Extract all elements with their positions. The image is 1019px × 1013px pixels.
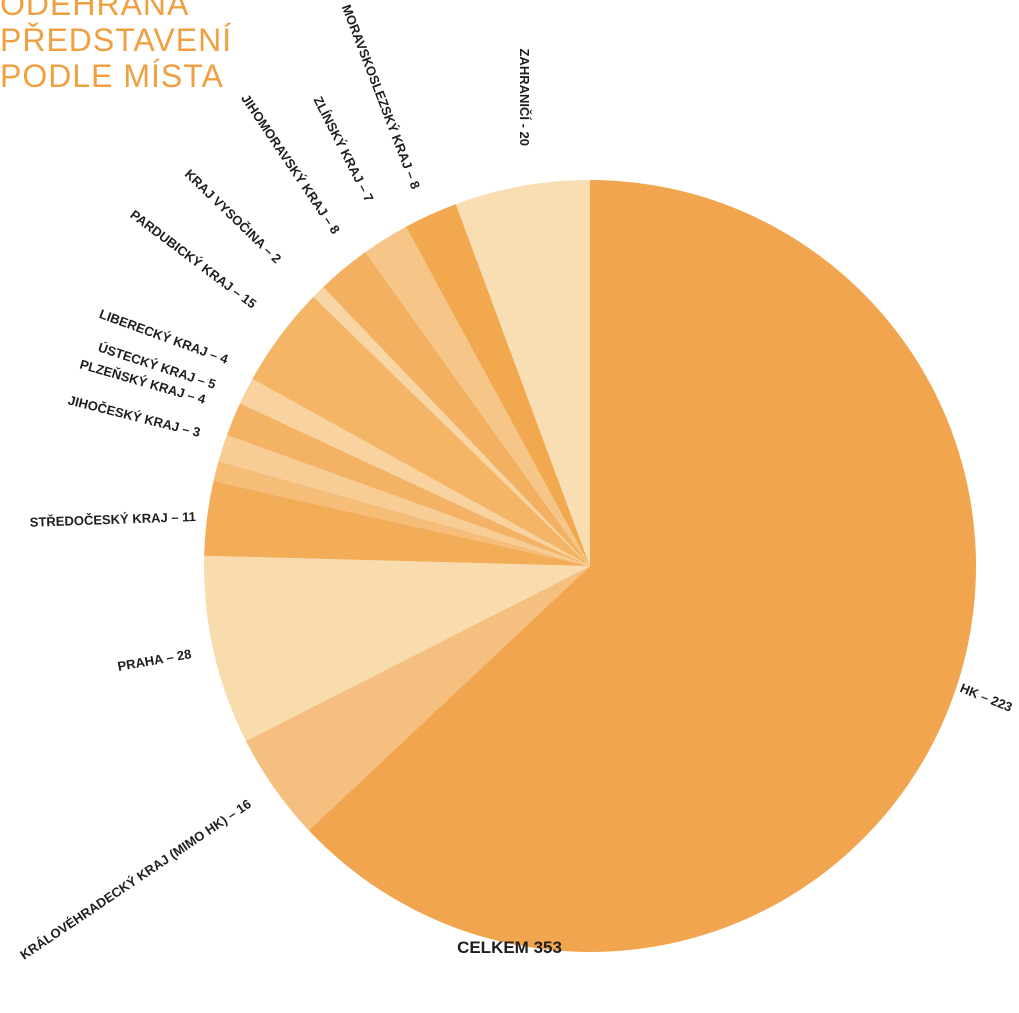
slice-zahranici [455,180,590,566]
slice-jihomoravsky-kraj [323,252,590,566]
slice-plzensky-kraj [218,435,590,566]
slice-stredocesky-kraj [204,481,590,566]
slice-moravskoslezsky-kraj [405,204,590,566]
label-stredocesky-kraj: STŘEDOČESKÝ KRAJ – 11 [30,509,197,530]
label-hk: HK – 223 [958,680,1015,714]
label-zlinsky-kraj: ZLÍNSKÝ KRAJ – 7 [311,94,377,204]
total-label: CELKEM 353 [457,938,562,957]
slice-ustecky-kraj [226,403,590,566]
slice-zlinsky-kraj [365,226,590,566]
label-zahranici: ZAHRANIČÍ - 20 [517,48,532,146]
label-kraj-vysocina: KRAJ VYSOČINA – 2 [182,166,285,266]
label-praha: PRAHA – 28 [116,646,192,674]
slice-liberecky-kraj [239,378,591,566]
slice-pardubicky-kraj [252,296,590,566]
slice-kralovehradecky-kraj-mimo-hk [245,566,591,831]
chart-title-line-1: ODEHRANÁ [0,0,190,22]
slice-hk [308,180,976,952]
slice-praha [204,555,591,741]
chart-title-line-2: PŘEDSTAVENÍ [0,22,233,58]
pie-slices [204,180,976,952]
slice-kraj-vysocina [313,287,590,566]
chart-title: ODEHRANÁ PŘEDSTAVENÍ PODLE MÍSTA [0,0,260,94]
chart-title-line-3: PODLE MÍSTA [0,58,224,94]
slice-jihocesky-kraj [213,461,590,566]
